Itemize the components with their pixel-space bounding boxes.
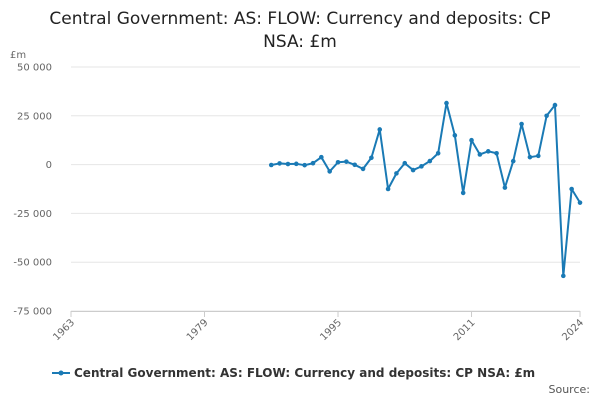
data-point[interactable] <box>293 161 299 167</box>
series-group <box>268 100 583 279</box>
x-axis: 1963 1979 1995 2011 2024 <box>51 311 586 343</box>
data-point[interactable] <box>552 102 558 108</box>
chart-title-line-2: NSA: £m <box>263 32 337 52</box>
data-point[interactable] <box>569 186 574 192</box>
data-point[interactable] <box>577 200 583 205</box>
data-point[interactable] <box>268 162 274 168</box>
chart-title-line-1: Central Government: AS: FLOW: Currency a… <box>49 9 550 29</box>
data-point[interactable] <box>469 137 474 143</box>
data-point[interactable] <box>502 185 508 190</box>
y-tick-label: -50 000 <box>13 258 52 269</box>
data-point[interactable] <box>360 166 366 172</box>
data-point[interactable] <box>519 121 524 127</box>
y-tick-label: 50 000 <box>17 63 52 74</box>
legend-marker-swatch <box>58 370 64 376</box>
data-point[interactable] <box>394 171 399 176</box>
data-point[interactable] <box>544 113 549 119</box>
y-tick-label: -75 000 <box>13 307 52 318</box>
data-point[interactable] <box>419 164 424 169</box>
data-point[interactable] <box>485 149 491 154</box>
data-point[interactable] <box>402 160 408 166</box>
data-point[interactable] <box>302 162 307 168</box>
x-tick-label: 2011 <box>452 317 478 343</box>
data-point[interactable] <box>510 158 516 164</box>
y-tick-label: 0 <box>46 160 52 171</box>
data-point[interactable] <box>444 100 449 106</box>
data-point[interactable] <box>427 158 433 164</box>
data-point[interactable] <box>561 273 566 279</box>
data-point[interactable] <box>344 159 349 164</box>
legend[interactable]: Central Government: AS: FLOW: Currency a… <box>52 366 535 380</box>
data-point[interactable] <box>452 133 458 138</box>
x-tick-label: 1995 <box>318 317 344 343</box>
x-tick-label: 1979 <box>185 317 211 343</box>
data-point[interactable] <box>527 154 533 160</box>
data-point[interactable] <box>319 154 324 160</box>
source-label: Source: <box>549 383 591 396</box>
data-point[interactable] <box>535 153 541 159</box>
data-point[interactable] <box>385 186 391 192</box>
x-tick-label: 1963 <box>51 317 77 343</box>
data-point[interactable] <box>277 161 282 166</box>
data-point[interactable] <box>477 152 483 157</box>
data-point[interactable] <box>310 160 316 166</box>
data-point[interactable] <box>327 169 332 174</box>
data-point[interactable] <box>494 150 499 156</box>
data-point[interactable] <box>460 190 466 196</box>
data-point[interactable] <box>369 155 374 161</box>
y-unit-label: £m <box>10 50 26 61</box>
y-tick-label: -25 000 <box>13 209 52 220</box>
data-point[interactable] <box>335 159 341 165</box>
data-point[interactable] <box>377 127 383 132</box>
data-point[interactable] <box>410 167 416 173</box>
legend-label: Central Government: AS: FLOW: Currency a… <box>74 366 535 380</box>
series-line <box>271 102 581 277</box>
y-axis-ticks: 50 000 25 000 0 -25 000 -50 000 -75 000 <box>13 63 52 318</box>
data-point[interactable] <box>352 162 358 168</box>
data-point[interactable] <box>285 161 291 167</box>
y-tick-label: 25 000 <box>17 111 52 122</box>
data-point[interactable] <box>435 150 441 156</box>
x-tick-label: 2024 <box>560 317 586 343</box>
